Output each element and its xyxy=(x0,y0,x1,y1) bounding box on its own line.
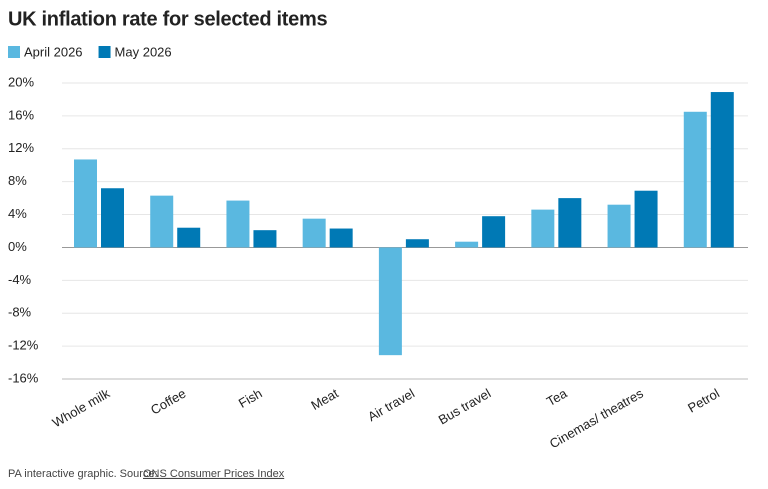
x-tick-label: Bus travel xyxy=(436,386,494,428)
x-tick-label: Meat xyxy=(308,385,341,413)
x-tick-label: Whole milk xyxy=(50,385,113,430)
y-tick-label: -12% xyxy=(8,338,39,353)
bar xyxy=(531,209,555,248)
x-tick-label: Coffee xyxy=(148,386,188,418)
bar xyxy=(226,200,250,248)
y-tick-label: -16% xyxy=(8,370,39,385)
source-link[interactable]: ONS Consumer Prices Index xyxy=(143,468,285,480)
x-tick-label: Air travel xyxy=(365,386,417,425)
bar xyxy=(634,190,658,248)
y-tick-label: 16% xyxy=(8,107,34,122)
y-tick-label: 8% xyxy=(8,173,27,188)
x-tick-label: Fish xyxy=(236,386,265,411)
chart-title: UK inflation rate for selected items xyxy=(8,8,327,30)
y-tick-label: -4% xyxy=(8,272,32,287)
bar xyxy=(177,227,201,248)
y-tick-label: 12% xyxy=(8,140,34,155)
bar xyxy=(710,92,734,248)
x-tick-label: Petrol xyxy=(685,386,722,416)
legend-label: May 2026 xyxy=(115,44,172,59)
bar xyxy=(150,195,174,248)
y-tick-label: 0% xyxy=(8,239,27,254)
bar xyxy=(607,204,631,248)
bar xyxy=(482,216,506,248)
legend-swatch xyxy=(98,46,111,58)
footer-note: PA interactive graphic. Source: xyxy=(8,468,158,480)
bar xyxy=(558,198,582,248)
bar xyxy=(378,247,402,356)
bar xyxy=(405,239,429,248)
y-tick-label: 20% xyxy=(8,74,34,89)
bar xyxy=(683,111,707,248)
legend-swatch xyxy=(8,46,20,58)
bar xyxy=(302,218,326,248)
y-tick-label: 4% xyxy=(8,206,27,221)
bar xyxy=(101,188,124,248)
bar xyxy=(329,228,353,248)
bar xyxy=(253,230,277,248)
bar xyxy=(74,159,97,248)
legend-label: April 2026 xyxy=(24,44,83,59)
y-tick-label: -8% xyxy=(8,305,32,320)
x-tick-label: Tea xyxy=(544,385,570,409)
bar xyxy=(455,241,479,248)
